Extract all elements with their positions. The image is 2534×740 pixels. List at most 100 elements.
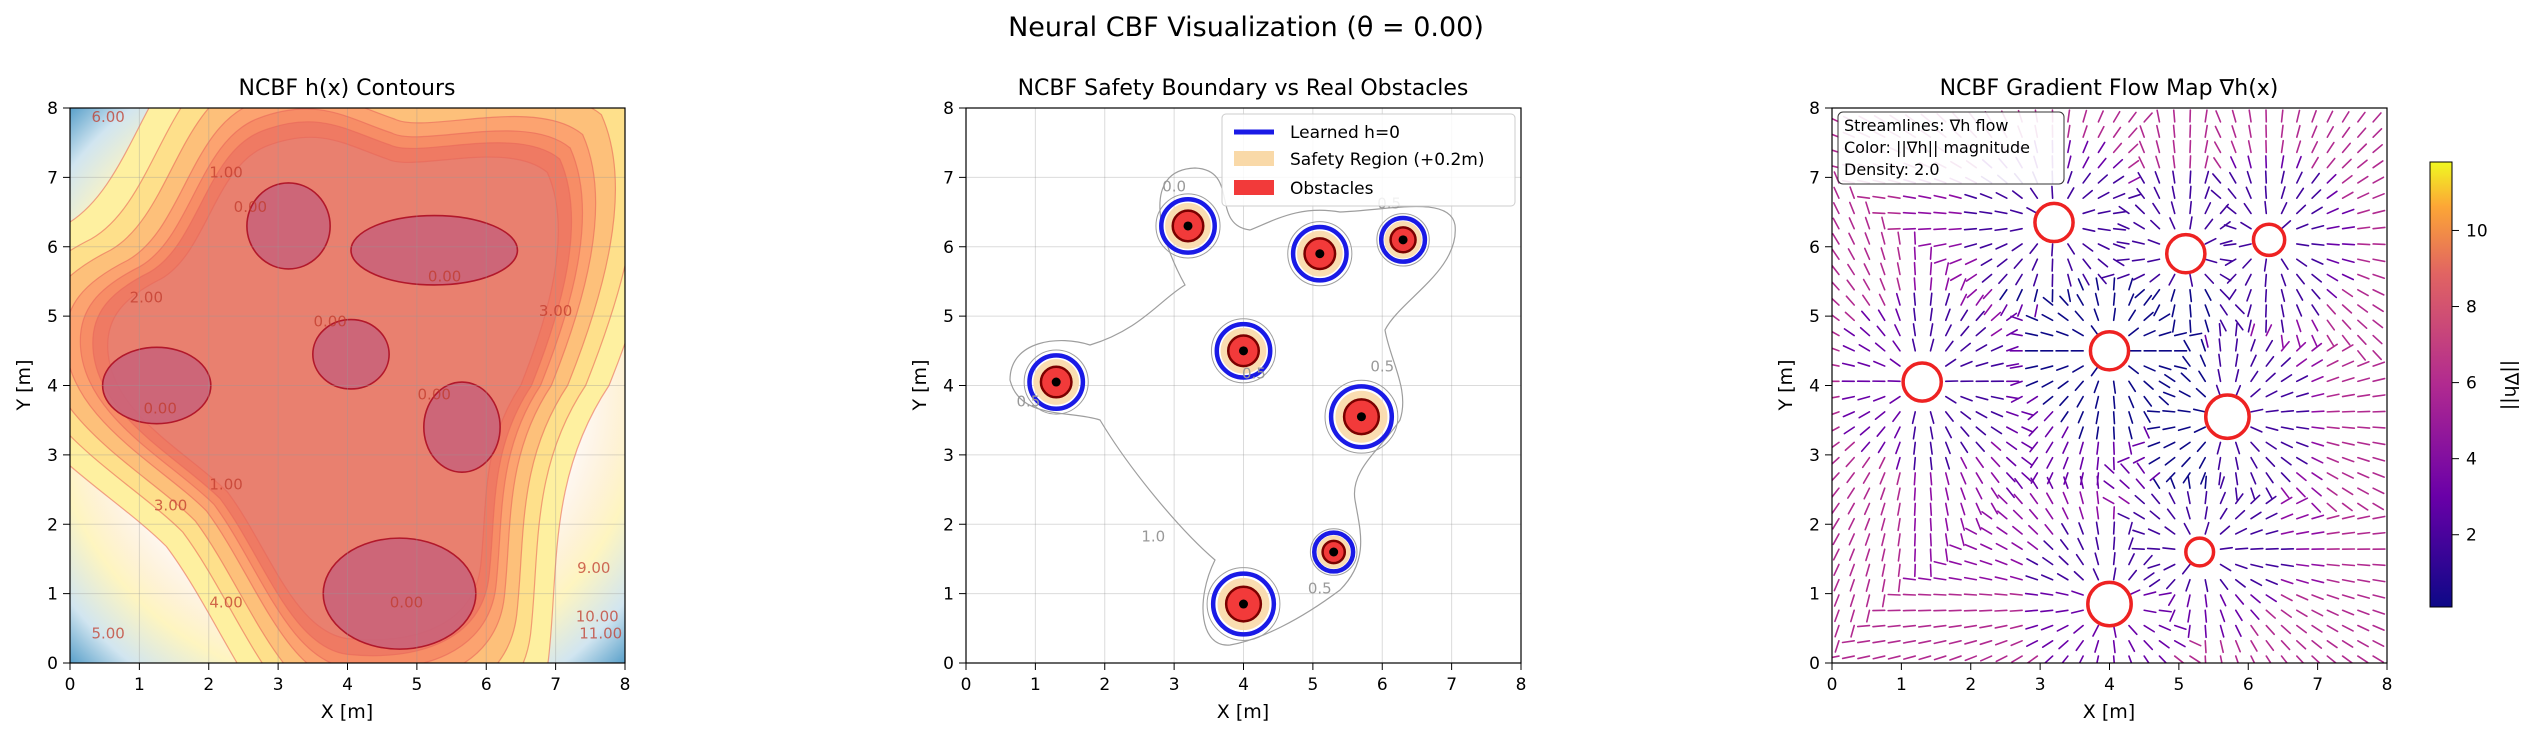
streamline: [2017, 304, 2023, 317]
streamline: [2357, 426, 2371, 429]
streamline: [2029, 187, 2039, 199]
streamline: [2296, 578, 2309, 584]
streamline: [2045, 441, 2054, 454]
streamline: [2198, 456, 2207, 469]
streamline: [2245, 186, 2252, 199]
streamline: [2372, 563, 2386, 567]
streamline: [2143, 294, 2153, 306]
streamline: [2238, 243, 2252, 248]
streamline: [2263, 258, 2268, 272]
streamline: [2128, 395, 2135, 409]
streamline: [1913, 231, 1917, 245]
streamline: [1843, 328, 1855, 337]
streamline: [2063, 476, 2069, 489]
panel1-xlabel: X [m]: [321, 701, 373, 723]
learned-boundary: [1210, 571, 1277, 637]
streamline: [1990, 487, 1999, 499]
streamline: [2096, 655, 2100, 663]
streamline: [2149, 273, 2161, 283]
streamline: [2079, 456, 2084, 470]
streamline: [1979, 576, 1993, 581]
streamline: [1933, 639, 1947, 645]
streamline: [2311, 624, 2323, 633]
streamline: [2186, 491, 2191, 505]
streamline: [2217, 456, 2222, 471]
streamline: [2357, 192, 2370, 199]
y-tick-label: 3: [1809, 446, 1820, 466]
streamline: [1929, 441, 1933, 455]
streamline: [1979, 655, 1993, 662]
streamline: [2096, 506, 2100, 520]
streamline: [2265, 530, 2279, 535]
streamline: [2073, 624, 2084, 634]
y-tick-label: 6: [1809, 238, 1820, 258]
streamline: [2372, 426, 2386, 429]
streamline: [2234, 323, 2238, 337]
streamline: [2112, 521, 2116, 535]
streamline: [1897, 517, 1901, 532]
obstacle-outline: [2164, 232, 2207, 275]
streamline: [2112, 380, 2117, 394]
streamline: [2219, 273, 2232, 282]
streamline: [2357, 350, 2367, 361]
streamline: [2296, 243, 2310, 247]
streamline: [2026, 558, 2039, 566]
streamline: [2357, 377, 2371, 383]
streamline: [1832, 202, 1840, 215]
streamline: [2372, 334, 2383, 345]
streamline: [2357, 361, 2370, 367]
streamline: [2067, 258, 2073, 272]
streamline: [2043, 411, 2054, 422]
streamline: [1848, 517, 1855, 531]
legend-label-learned: Learned h=0: [1290, 123, 1400, 143]
streamline: [2079, 491, 2084, 505]
streamline: [2250, 323, 2256, 337]
obstacle-outline: [2086, 580, 2133, 628]
streamline: [2341, 111, 2350, 123]
contour-label: 2.00: [130, 288, 163, 306]
streamline: [1929, 261, 1933, 276]
streamline: [1866, 609, 1871, 623]
streamline: [2097, 125, 2105, 138]
streamline: [2117, 512, 2130, 520]
y-tick-label: 5: [47, 307, 58, 327]
obstacle-center: [1183, 221, 1193, 231]
obstacle-outline: [2033, 201, 2075, 244]
streamline: [1975, 517, 1982, 531]
streamline: [1929, 292, 1933, 306]
streamline: [2078, 655, 2084, 663]
streamline: [2204, 202, 2212, 215]
streamline: [2218, 472, 2222, 486]
h-contour: [1206, 567, 1281, 641]
streamline: [2250, 408, 2264, 413]
streamline: [2265, 339, 2274, 352]
streamline: [1845, 456, 1855, 468]
streamline: [2234, 384, 2242, 398]
streamline: [2055, 609, 2069, 613]
streamline: [1862, 472, 1871, 484]
streamline: [2311, 393, 2325, 398]
streamline: [1887, 211, 1901, 215]
streamline: [2016, 288, 2023, 302]
streamline: [2185, 578, 2191, 592]
streamline: [2357, 159, 2368, 169]
streamline: [1844, 441, 1855, 452]
streamline: [1998, 273, 2008, 285]
streamline: [2280, 391, 2294, 398]
streamline: [2143, 624, 2156, 633]
streamline: [2234, 509, 2246, 520]
streamline: [1913, 307, 1917, 322]
streamline: [2112, 292, 2116, 306]
streamline: [2067, 155, 2072, 169]
streamline: [2143, 380, 2154, 390]
streamline: [2223, 243, 2237, 247]
streamline: [1892, 340, 1901, 352]
obstacle-center: [1356, 412, 1366, 422]
panel1-ticks: 0 1 2 3 4 5 6 7 8 0 1 2 3 4 5 6 7 8: [47, 99, 630, 695]
streamline: [2067, 124, 2071, 138]
streamline: [2234, 353, 2239, 367]
streamline: [1865, 594, 1871, 608]
streamline: [2009, 209, 2023, 215]
streamline: [2143, 411, 2151, 423]
streamline: [1896, 472, 1901, 486]
